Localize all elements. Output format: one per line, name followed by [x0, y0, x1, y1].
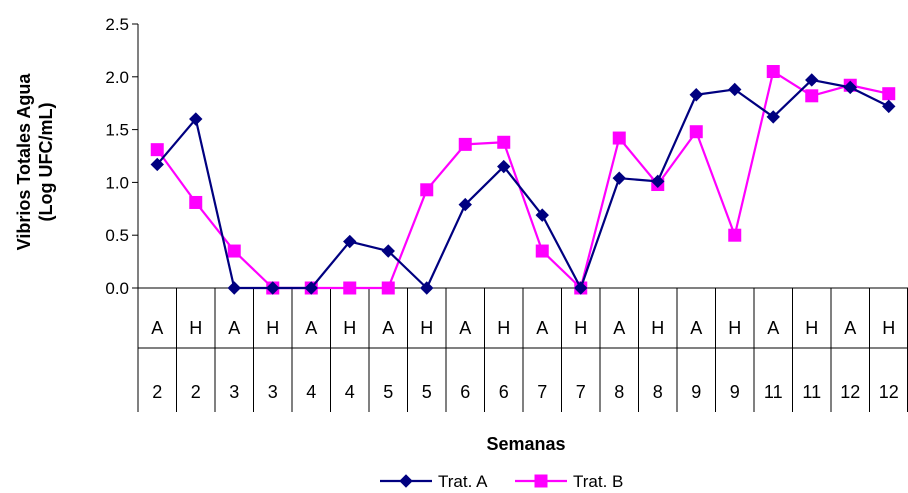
x-category-label-treatment: A	[459, 318, 471, 338]
x-category-label-treatment: H	[805, 318, 818, 338]
x-category-label-treatment: A	[536, 318, 548, 338]
data-point	[150, 157, 164, 172]
y-tick-label: 0.5	[105, 226, 129, 245]
x-category-label-week: 4	[345, 382, 355, 402]
series-line	[156, 78, 890, 290]
x-category-label-week: 12	[840, 382, 860, 402]
data-point	[227, 281, 241, 295]
x-category-label-week: 5	[422, 382, 432, 402]
data-point	[612, 131, 626, 145]
x-category-label-week: 6	[499, 382, 509, 402]
series-line	[156, 70, 889, 290]
x-category-label-treatment: A	[151, 318, 163, 338]
data-point	[882, 87, 896, 101]
x-category-label-week: 7	[537, 382, 547, 402]
y-tick-label: 1.5	[105, 121, 129, 140]
x-category-label-week: 7	[576, 382, 586, 402]
data-point	[766, 110, 780, 124]
data-point	[497, 159, 511, 174]
x-category-label-week: 3	[268, 382, 278, 402]
x-category-label-treatment: H	[574, 318, 587, 338]
x-category-label-treatment: H	[882, 318, 895, 338]
x-category-label-week: 4	[306, 382, 316, 402]
x-category-label-treatment: A	[382, 318, 394, 338]
x-axis: A H A H A H A H A H A H A H A H A H A H 2 2 3 3 4 4 5 5 6 6 7 7 8 8 9 9 11 11…	[137, 287, 908, 412]
x-category-label-treatment: A	[228, 318, 240, 338]
data-point	[458, 137, 472, 151]
x-category-label-treatment: H	[651, 318, 664, 338]
data-point	[381, 281, 395, 295]
x-category-label-treatment: A	[613, 318, 625, 338]
data-point	[150, 143, 164, 157]
legend-label: Trat. A	[438, 472, 488, 491]
x-category-label-treatment: A	[767, 318, 779, 338]
data-point	[651, 174, 665, 189]
x-category-label-week: 11	[764, 382, 783, 402]
x-category-label-week: 6	[460, 382, 470, 402]
y-axis-title-line1: Vibrios Totales Agua	[14, 73, 34, 251]
data-point	[766, 65, 780, 79]
data-point	[343, 234, 357, 249]
x-category-label-week: 9	[730, 382, 740, 402]
data-point	[728, 82, 742, 97]
y-tick-label: 2.0	[105, 68, 129, 87]
data-point	[728, 228, 742, 242]
data-point	[612, 171, 626, 185]
x-category-label-treatment: H	[420, 318, 433, 338]
legend: Trat. A Trat. B	[380, 472, 623, 491]
x-category-label-week: 5	[383, 382, 393, 402]
x-category-label-week: 2	[152, 382, 162, 402]
y-tick-label: 1.0	[105, 173, 129, 192]
legend-marker	[399, 474, 413, 488]
x-category-label-treatment: H	[728, 318, 741, 338]
data-point	[304, 281, 318, 295]
data-point	[689, 88, 703, 102]
x-category-label-week: 3	[229, 382, 239, 402]
x-category-label-treatment: A	[844, 318, 856, 338]
data-point	[420, 281, 434, 295]
legend-item: Trat. A	[380, 472, 488, 491]
data-point	[843, 80, 857, 95]
y-tick-label: 0.0	[105, 279, 129, 298]
x-category-label-week: 9	[691, 382, 701, 402]
x-category-label-week: 2	[191, 382, 201, 402]
series-trat-b	[150, 65, 896, 295]
y-axis: 0.0 0.5 1.0 1.5 2.0 2.5	[105, 15, 139, 298]
x-category-label-week: 8	[614, 382, 624, 402]
x-category-label-week: 8	[653, 382, 663, 402]
data-point	[189, 195, 203, 209]
x-category-label-treatment: A	[305, 318, 317, 338]
data-point	[420, 183, 434, 197]
y-axis-title-line2: (Log UFC/mL)	[36, 103, 56, 222]
data-point	[266, 281, 280, 295]
legend-item: Trat. B	[515, 472, 623, 491]
data-point	[882, 99, 896, 114]
data-point	[574, 281, 588, 295]
x-category-label-week: 11	[802, 382, 821, 402]
x-category-label-treatment: A	[690, 318, 702, 338]
x-category-label-treatment: H	[497, 318, 510, 338]
x-category-label-treatment: H	[266, 318, 279, 338]
data-point	[535, 208, 549, 222]
data-point	[343, 281, 357, 295]
data-point	[497, 135, 511, 149]
data-point	[227, 244, 241, 258]
data-point	[458, 197, 472, 212]
data-point	[189, 112, 203, 126]
x-category-label-week: 12	[879, 382, 899, 402]
x-category-label-treatment: H	[189, 318, 202, 338]
data-point	[381, 244, 395, 258]
series-group	[150, 65, 896, 295]
data-point	[805, 73, 819, 87]
data-point	[805, 89, 819, 103]
data-point	[689, 125, 703, 139]
x-category-label-treatment: H	[343, 318, 356, 338]
y-tick-label: 2.5	[105, 15, 129, 34]
legend-marker	[534, 474, 548, 488]
legend-label: Trat. B	[573, 472, 623, 491]
data-point	[535, 244, 549, 258]
series-trat-a	[150, 73, 896, 295]
x-axis-title: Semanas	[486, 434, 565, 454]
